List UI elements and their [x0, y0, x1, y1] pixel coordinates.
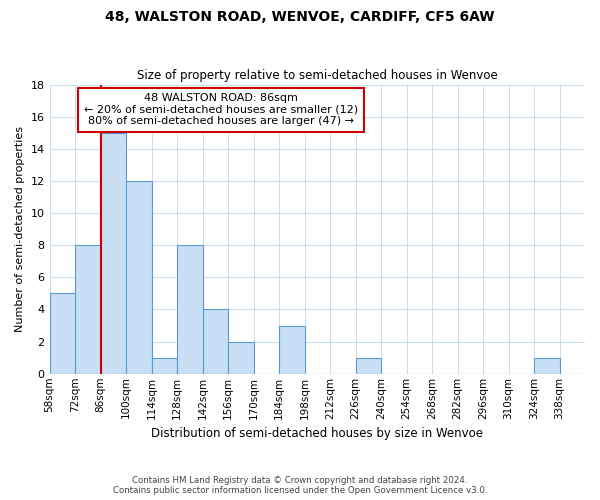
Bar [126, 181, 152, 374]
Bar [75, 245, 101, 374]
Title: Size of property relative to semi-detached houses in Wenvoe: Size of property relative to semi-detach… [137, 69, 497, 82]
Y-axis label: Number of semi-detached properties: Number of semi-detached properties [15, 126, 25, 332]
Text: 48, WALSTON ROAD, WENVOE, CARDIFF, CF5 6AW: 48, WALSTON ROAD, WENVOE, CARDIFF, CF5 6… [105, 10, 495, 24]
Bar [50, 294, 75, 374]
Bar [152, 358, 177, 374]
Text: 48 WALSTON ROAD: 86sqm
← 20% of semi-detached houses are smaller (12)
80% of sem: 48 WALSTON ROAD: 86sqm ← 20% of semi-det… [84, 93, 358, 126]
Bar [228, 342, 254, 374]
Bar [203, 310, 228, 374]
X-axis label: Distribution of semi-detached houses by size in Wenvoe: Distribution of semi-detached houses by … [151, 427, 483, 440]
Bar [177, 245, 203, 374]
Bar [356, 358, 381, 374]
Bar [101, 133, 126, 374]
Bar [534, 358, 560, 374]
Text: Contains HM Land Registry data © Crown copyright and database right 2024.
Contai: Contains HM Land Registry data © Crown c… [113, 476, 487, 495]
Bar [279, 326, 305, 374]
